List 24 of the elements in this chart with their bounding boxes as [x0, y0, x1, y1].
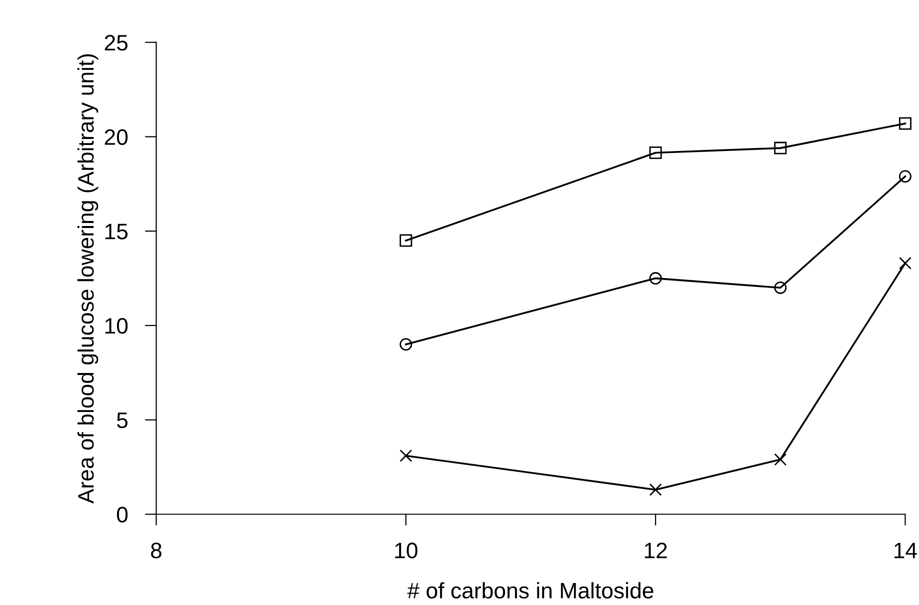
point [400, 234, 412, 247]
point [898, 170, 912, 183]
y-tick-label: 10 [105, 318, 128, 334]
point [649, 146, 662, 160]
y-tick-label: 25 [104, 34, 128, 51]
point [774, 281, 787, 294]
x-axis-title: # of carbons in Maltoside [407, 582, 654, 599]
point [774, 453, 787, 466]
x-tick-label: 12 [644, 542, 667, 558]
y-tick-label: 5 [116, 412, 128, 428]
point [649, 272, 662, 285]
y-axis-title: Area of blood glucose lowering (Arbitrary unit) [77, 54, 98, 504]
point [898, 256, 912, 270]
point [400, 449, 412, 462]
x-tick-label: 14 [894, 542, 917, 558]
y-tick-label: 15 [105, 224, 128, 240]
point [649, 483, 662, 496]
point [774, 142, 787, 154]
point [898, 117, 912, 130]
y-tick-label: 0 [116, 506, 128, 523]
point [400, 338, 412, 351]
x-tick-label: 10 [395, 542, 418, 558]
x-tick-label: 8 [151, 542, 162, 558]
y-tick-label: 20 [104, 129, 128, 145]
